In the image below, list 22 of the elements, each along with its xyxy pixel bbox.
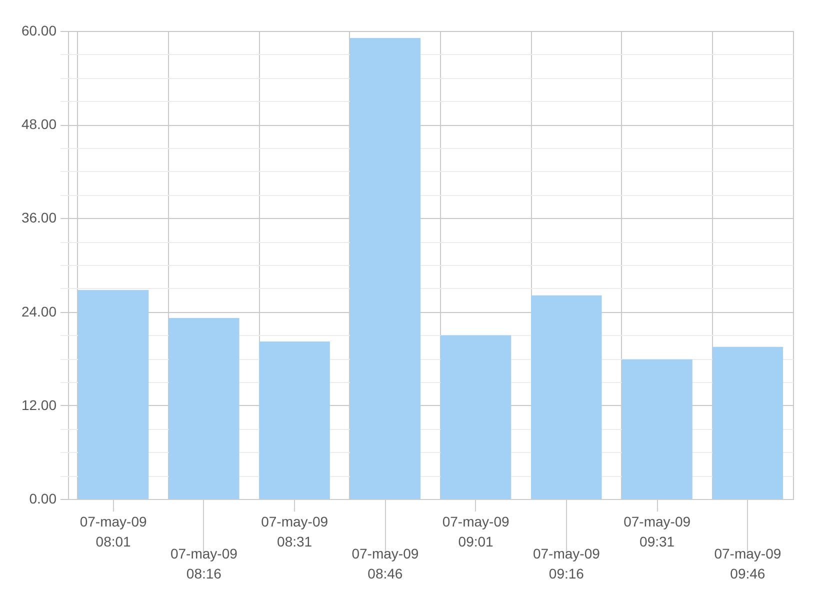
bar: [712, 346, 784, 499]
y-tick-label: 48.00: [21, 116, 57, 132]
bar: [622, 359, 692, 499]
bar: [259, 341, 330, 499]
bar: [78, 290, 149, 499]
x-tick-label: 07-may-09 08:31: [261, 514, 328, 550]
x-tick-label: 07-may-09 08:16: [170, 546, 238, 582]
x-tick-label: 07-may-09 09:31: [624, 514, 691, 550]
y-tick-label: 0.00: [29, 490, 57, 506]
bar: [531, 295, 602, 499]
x-tick-label: 07-may-09 08:01: [80, 514, 147, 550]
x-tick-label: 07-may-09 09:16: [532, 546, 600, 582]
x-tick-label: 07-may-09 09:01: [442, 514, 510, 550]
y-tick-label: 60.00: [21, 22, 57, 38]
y-tick-label: 12.00: [21, 396, 57, 413]
y-tick-label: 24.00: [21, 303, 57, 320]
x-tick-label: 07-may-09 09:46: [714, 546, 782, 582]
bar: [350, 38, 421, 499]
y-tick-label: 36.00: [21, 210, 57, 226]
x-tick-label: 07-may-09 08:46: [352, 546, 419, 582]
bar: [440, 335, 512, 499]
bar: [168, 318, 240, 499]
